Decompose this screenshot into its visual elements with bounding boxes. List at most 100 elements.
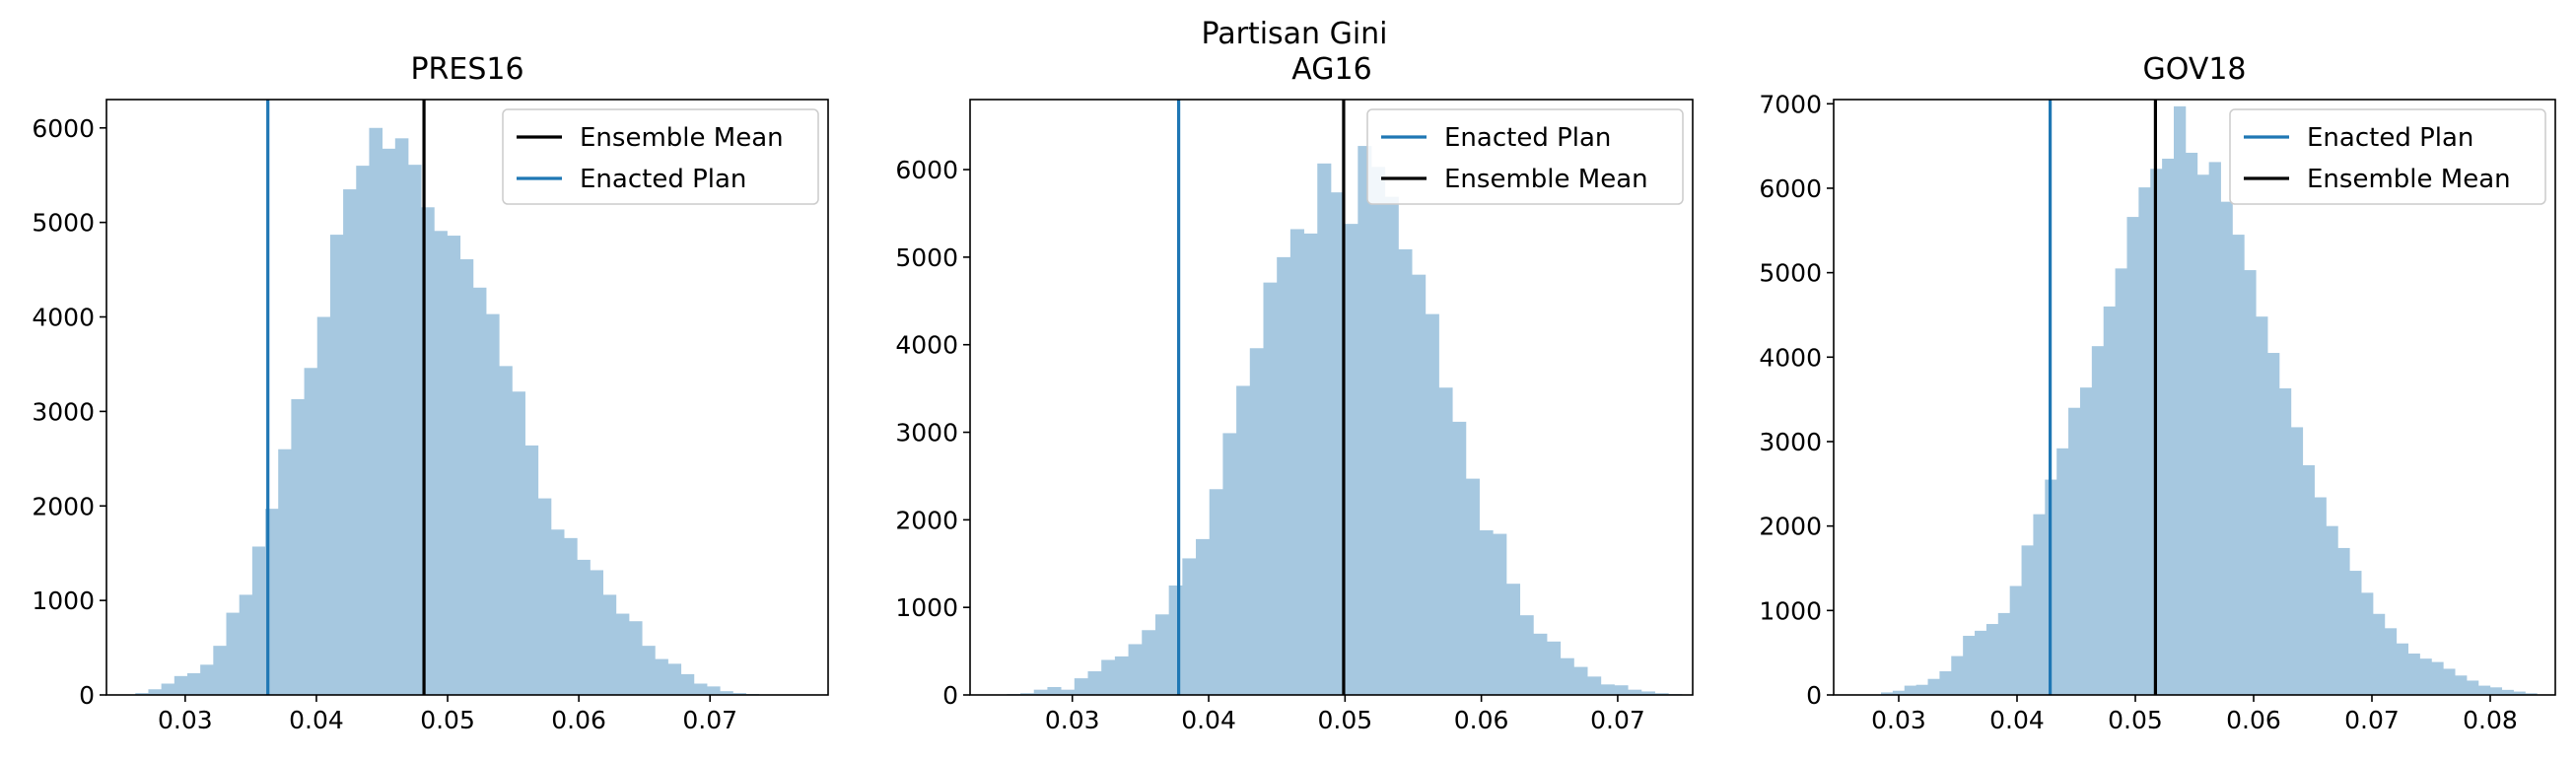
histogram-bar — [2419, 658, 2432, 695]
histogram-bar — [1425, 313, 1439, 695]
histogram-bar — [524, 445, 539, 695]
histogram-bar — [1493, 533, 1507, 695]
chart-panel-pres16: PRES16 0.03 0.04 0.05 0.06 0.07 0 1000 2000 3000 4… — [32, 52, 829, 734]
histogram-bar — [1209, 489, 1223, 695]
histogram-bar — [693, 683, 708, 695]
histogram-bar — [434, 231, 448, 695]
histogram-bar — [2501, 689, 2514, 695]
histogram-bar — [1317, 163, 1332, 695]
histogram-bar — [161, 683, 175, 695]
histogram-bar — [2384, 628, 2398, 695]
histogram-bar — [486, 313, 500, 695]
x-tick-label: 0.04 — [289, 706, 344, 734]
chart-title: AG16 — [1291, 52, 1371, 87]
histogram-bar — [213, 646, 227, 695]
histogram-bar — [2278, 388, 2292, 695]
x-tick-label: 0.03 — [1045, 706, 1100, 734]
histogram-bar — [1533, 633, 1548, 695]
histogram-bars — [1881, 105, 2538, 696]
histogram-bar — [1128, 644, 1143, 695]
histogram-bar — [2326, 525, 2338, 695]
histogram-bar — [1560, 657, 1574, 695]
histogram-bar — [1985, 624, 1999, 695]
histogram-bar — [1182, 558, 1197, 695]
histogram-bar — [2033, 514, 2046, 695]
y-tick-label: 4000 — [895, 331, 958, 360]
histogram-bar — [2126, 217, 2139, 695]
histogram-bar — [1101, 659, 1116, 695]
y-tick-label: 0 — [942, 681, 958, 710]
histogram-bar — [278, 449, 292, 695]
histogram-bar — [499, 366, 513, 695]
histogram-bar — [186, 672, 201, 695]
y-tick-label: 2000 — [32, 492, 95, 520]
x-tick-label: 0.07 — [2344, 706, 2400, 734]
histogram-bar — [2056, 448, 2069, 695]
x-tick-label: 0.03 — [158, 706, 213, 734]
histogram-bar — [1915, 684, 1928, 695]
y-tick-label: 6000 — [895, 156, 958, 184]
histogram-bar — [329, 235, 344, 695]
histogram-bar — [512, 391, 525, 695]
histogram-bar — [472, 287, 487, 695]
histogram-bar — [2138, 187, 2151, 695]
y-tick-label: 2000 — [1759, 513, 1822, 541]
histogram-bar — [1330, 192, 1346, 695]
histogram-bar — [1600, 684, 1615, 695]
histogram-bar — [590, 570, 604, 695]
histogram-bar — [2513, 691, 2526, 695]
histogram-bar — [382, 148, 396, 695]
histogram-bar — [615, 613, 630, 695]
histogram-bar — [1654, 693, 1669, 695]
x-tick-label: 0.04 — [1989, 706, 2045, 734]
histogram-bar — [1344, 224, 1358, 696]
histogram-bar — [2302, 464, 2315, 695]
histogram-bar — [2337, 547, 2350, 695]
histogram-bar — [1277, 256, 1291, 695]
histogram-bar — [2244, 270, 2257, 695]
y-tick-label: 1000 — [895, 593, 958, 622]
histogram-bar — [732, 693, 746, 695]
histogram-bar — [1997, 612, 2011, 695]
figure-title: Partisan Gini — [1201, 17, 1387, 51]
axes-frame — [1833, 99, 2556, 696]
x-tick-label: 0.06 — [1454, 706, 1509, 734]
histogram-bar — [2174, 105, 2187, 696]
histogram-bar — [251, 546, 266, 695]
histogram-bar — [707, 686, 721, 695]
histogram-bar — [2009, 586, 2022, 695]
y-tick-label: 6000 — [32, 114, 95, 143]
histogram-bar — [174, 675, 188, 695]
legend-label: Enacted Plan — [2307, 123, 2473, 153]
histogram-bar — [1168, 585, 1183, 695]
histogram-bar — [628, 621, 643, 695]
histogram-bar — [2021, 545, 2034, 695]
histogram-bar — [2525, 693, 2538, 695]
histogram-bar — [1412, 274, 1427, 695]
histogram-bar — [1975, 630, 1987, 695]
histogram-bar — [2208, 162, 2221, 696]
histogram-bar — [642, 646, 656, 695]
histogram-bar — [2232, 235, 2245, 696]
legend: Ensemble Mean Enacted Plan — [502, 108, 819, 205]
y-tick-label: 3000 — [1759, 428, 1822, 456]
chart-panel-ag16: AG16 0.03 0.04 0.05 0.06 0.07 0 1000 2000 3000 400… — [895, 52, 1694, 734]
histogram-bar — [1519, 615, 1534, 695]
histogram-bar — [1142, 630, 1156, 695]
histogram-bar — [1927, 678, 1940, 695]
y-tick-label: 0 — [79, 681, 95, 710]
histogram-bar — [1939, 671, 1952, 695]
histogram-bar — [1951, 656, 1964, 695]
histogram-bar — [2396, 643, 2408, 695]
x-tick-label: 0.05 — [1317, 706, 1372, 734]
legend-box — [502, 108, 819, 205]
histogram-bar — [1303, 233, 1318, 695]
legend: Enacted Plan Ensemble Mean — [1366, 108, 1684, 205]
histogram-bar — [2477, 685, 2491, 695]
histogram-bar — [1640, 691, 1655, 695]
histogram-bar — [1074, 678, 1088, 695]
histogram-bar — [1505, 584, 1521, 695]
histogram-bar — [2372, 613, 2386, 695]
y-tick-label: 7000 — [1759, 90, 1822, 118]
